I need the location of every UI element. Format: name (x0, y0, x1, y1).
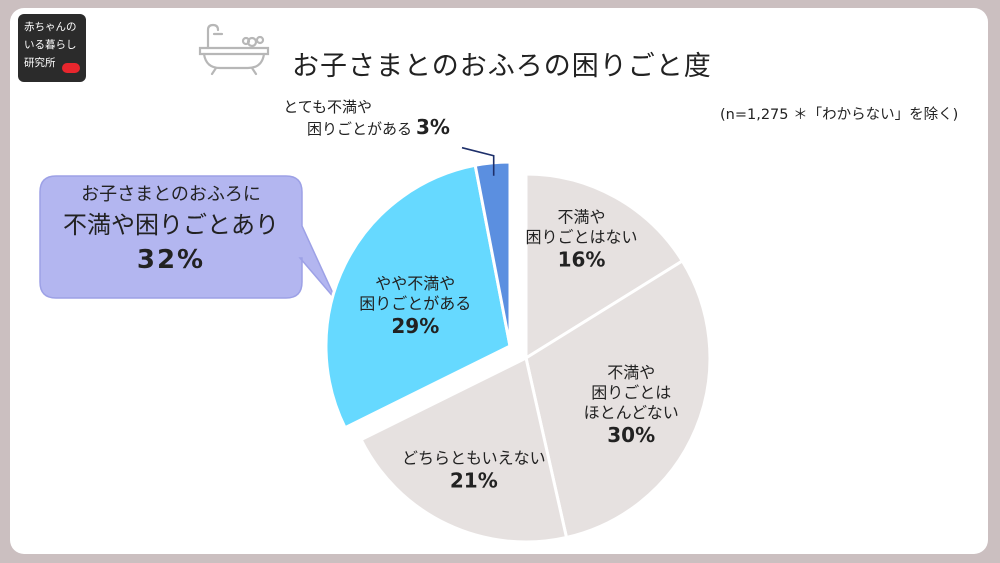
slice-label: 困りごとがある (359, 294, 471, 313)
slice-label: 困りごとがある (307, 120, 412, 138)
logo-line-2: いる暮らし (24, 39, 77, 51)
slice-label: とても不満や (283, 98, 372, 116)
callout-bubble (39, 175, 337, 301)
logo-line-3: 研究所 (24, 57, 56, 69)
slice-percent-label: 16% (558, 247, 606, 271)
slice-label: どちらともいえない (402, 449, 546, 468)
pie-slice (524, 172, 685, 361)
pie-labels: 不満や困りごとはない16%不満や困りごとはほとんどない30%どちらともいえない2… (283, 98, 679, 493)
pie-slices (324, 160, 712, 544)
logo-red-dot (62, 63, 80, 73)
slice-label: 不満や (607, 363, 655, 382)
callout-text: お子さまとのおふろに 不満や困りごとあり 32% (40, 182, 302, 278)
callout-line-3: 32% (136, 245, 206, 275)
pie-slice (324, 163, 512, 430)
logo-line-1: 赤ちゃんの (24, 21, 77, 33)
callout-line-1: お子さまとのおふろに (81, 184, 261, 205)
slice-label: 困りごとは (591, 383, 671, 402)
pie-slice (359, 355, 569, 544)
slice-label: 困りごとはない (525, 227, 637, 246)
brand-logo: 赤ちゃんの いる暮らし 研究所 (18, 14, 86, 82)
slice-percent-label: 3% (416, 115, 450, 139)
slice-percent-label: 29% (391, 314, 439, 338)
slice-label: やや不満や (375, 274, 455, 293)
slice-percent-label: 21% (450, 469, 498, 493)
sample-note: (n=1,275 ＊「わからない」を除く) (720, 107, 959, 123)
callout-box (39, 175, 337, 301)
slice-percent-label: 30% (607, 423, 655, 447)
chart-title: お子さまとのおふろの困りごと度 (292, 51, 712, 82)
bathtub-icon (198, 23, 270, 76)
slice-label: 不満や (557, 207, 605, 226)
pie-slice (524, 258, 712, 540)
pie-slice (473, 160, 512, 347)
slice-label: ほとんどない (584, 403, 679, 422)
leader-line (461, 146, 495, 176)
callout-line-2: 不満や困りごとあり (63, 211, 279, 239)
